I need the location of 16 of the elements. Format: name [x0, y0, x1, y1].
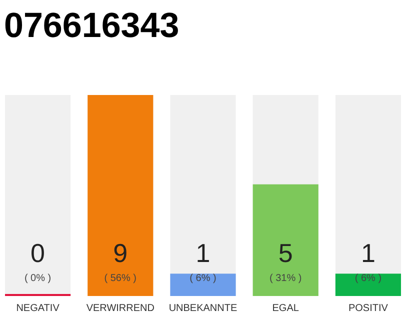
annotation: ( 6% ) — [190, 273, 216, 284]
x-tick-label: EGAL — [272, 303, 300, 314]
annotation: ( 56% ) — [104, 273, 137, 284]
data-label: 1 — [360, 238, 376, 268]
data-label: 9 — [113, 238, 128, 268]
annotation: ( 6% ) — [354, 273, 382, 284]
data-label: 5 — [278, 238, 293, 268]
annotation: ( 31% ) — [269, 273, 302, 284]
chart-title: 076616343 — [4, 6, 180, 45]
x-tick-label: NEGATIV — [16, 303, 60, 314]
annotation: ( 0% ) — [24, 273, 52, 284]
x-tick-label: VERWIRREND — [86, 303, 154, 314]
x-tick-label: UNBEKANNTE — [168, 303, 238, 314]
data-label: 1 — [196, 238, 210, 268]
x-tick-label: POSITIV — [348, 303, 388, 314]
data-label: 0 — [30, 238, 46, 268]
